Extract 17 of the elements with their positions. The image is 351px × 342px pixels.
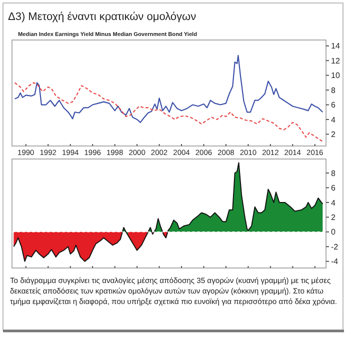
y-tick-label: 4 bbox=[331, 198, 336, 208]
y-tick-label: -4 bbox=[331, 257, 339, 266]
y-tick-label: 6 bbox=[331, 184, 336, 193]
y-tick-label: 8 bbox=[331, 86, 336, 95]
y-tick-label: 4 bbox=[331, 115, 336, 124]
y-tick-label: -2 bbox=[331, 242, 339, 252]
y-tick-label: 6 bbox=[331, 100, 336, 110]
y-tick-label: 2 bbox=[331, 130, 336, 140]
y-tick-label: 0 bbox=[331, 228, 336, 237]
line-series bbox=[14, 82, 324, 142]
chart-title: Δ3) Μετοχή έναντι κρατικών ομολόγων bbox=[8, 11, 197, 23]
y-tick-label: 10 bbox=[331, 71, 340, 80]
y-tick-label: 8 bbox=[331, 168, 336, 178]
line-series bbox=[14, 54, 324, 123]
y-tick-label: 12 bbox=[331, 56, 340, 66]
y-tick-label: 14 bbox=[331, 42, 340, 51]
y-tick-label: 2 bbox=[331, 212, 336, 222]
